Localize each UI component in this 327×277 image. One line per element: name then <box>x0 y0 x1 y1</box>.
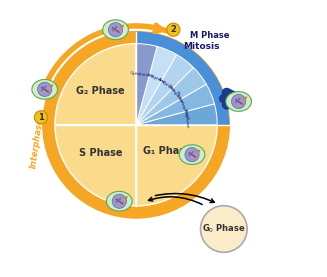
Text: G₂ Phase: G₂ Phase <box>76 86 125 96</box>
Ellipse shape <box>32 79 58 99</box>
Wedge shape <box>55 125 136 206</box>
Text: Cytokinesis: Cytokinesis <box>130 71 155 79</box>
Text: S Phase: S Phase <box>79 148 122 158</box>
Ellipse shape <box>107 191 132 211</box>
Wedge shape <box>136 84 215 125</box>
Text: M Phase: M Phase <box>190 31 230 40</box>
Wedge shape <box>136 44 157 125</box>
Text: Prometaphase: Prometaphase <box>175 90 190 121</box>
Text: Metaphase: Metaphase <box>167 83 185 105</box>
Wedge shape <box>136 55 194 125</box>
Wedge shape <box>55 44 136 125</box>
Text: G$_0$ Phase: G$_0$ Phase <box>202 223 246 235</box>
Text: Prophase: Prophase <box>183 108 189 128</box>
Circle shape <box>38 82 52 96</box>
Ellipse shape <box>226 92 251 111</box>
Text: 2: 2 <box>170 25 176 34</box>
Wedge shape <box>136 32 229 125</box>
Wedge shape <box>136 47 177 125</box>
Text: Telophase: Telophase <box>145 72 166 84</box>
Text: Mitosis: Mitosis <box>183 42 219 51</box>
Circle shape <box>109 23 123 37</box>
Wedge shape <box>136 67 206 125</box>
Text: 1: 1 <box>38 113 44 122</box>
Text: Interphase: Interphase <box>29 117 45 169</box>
Ellipse shape <box>179 145 205 165</box>
Wedge shape <box>136 125 217 206</box>
Circle shape <box>34 111 47 124</box>
Circle shape <box>112 194 127 208</box>
Text: Anaphase: Anaphase <box>157 77 177 93</box>
Ellipse shape <box>103 20 129 40</box>
Circle shape <box>200 206 247 252</box>
Wedge shape <box>136 104 217 125</box>
Circle shape <box>232 94 246 109</box>
Circle shape <box>185 148 199 162</box>
Circle shape <box>43 32 229 218</box>
Circle shape <box>167 23 180 36</box>
Text: G₁ Phase: G₁ Phase <box>143 146 191 156</box>
